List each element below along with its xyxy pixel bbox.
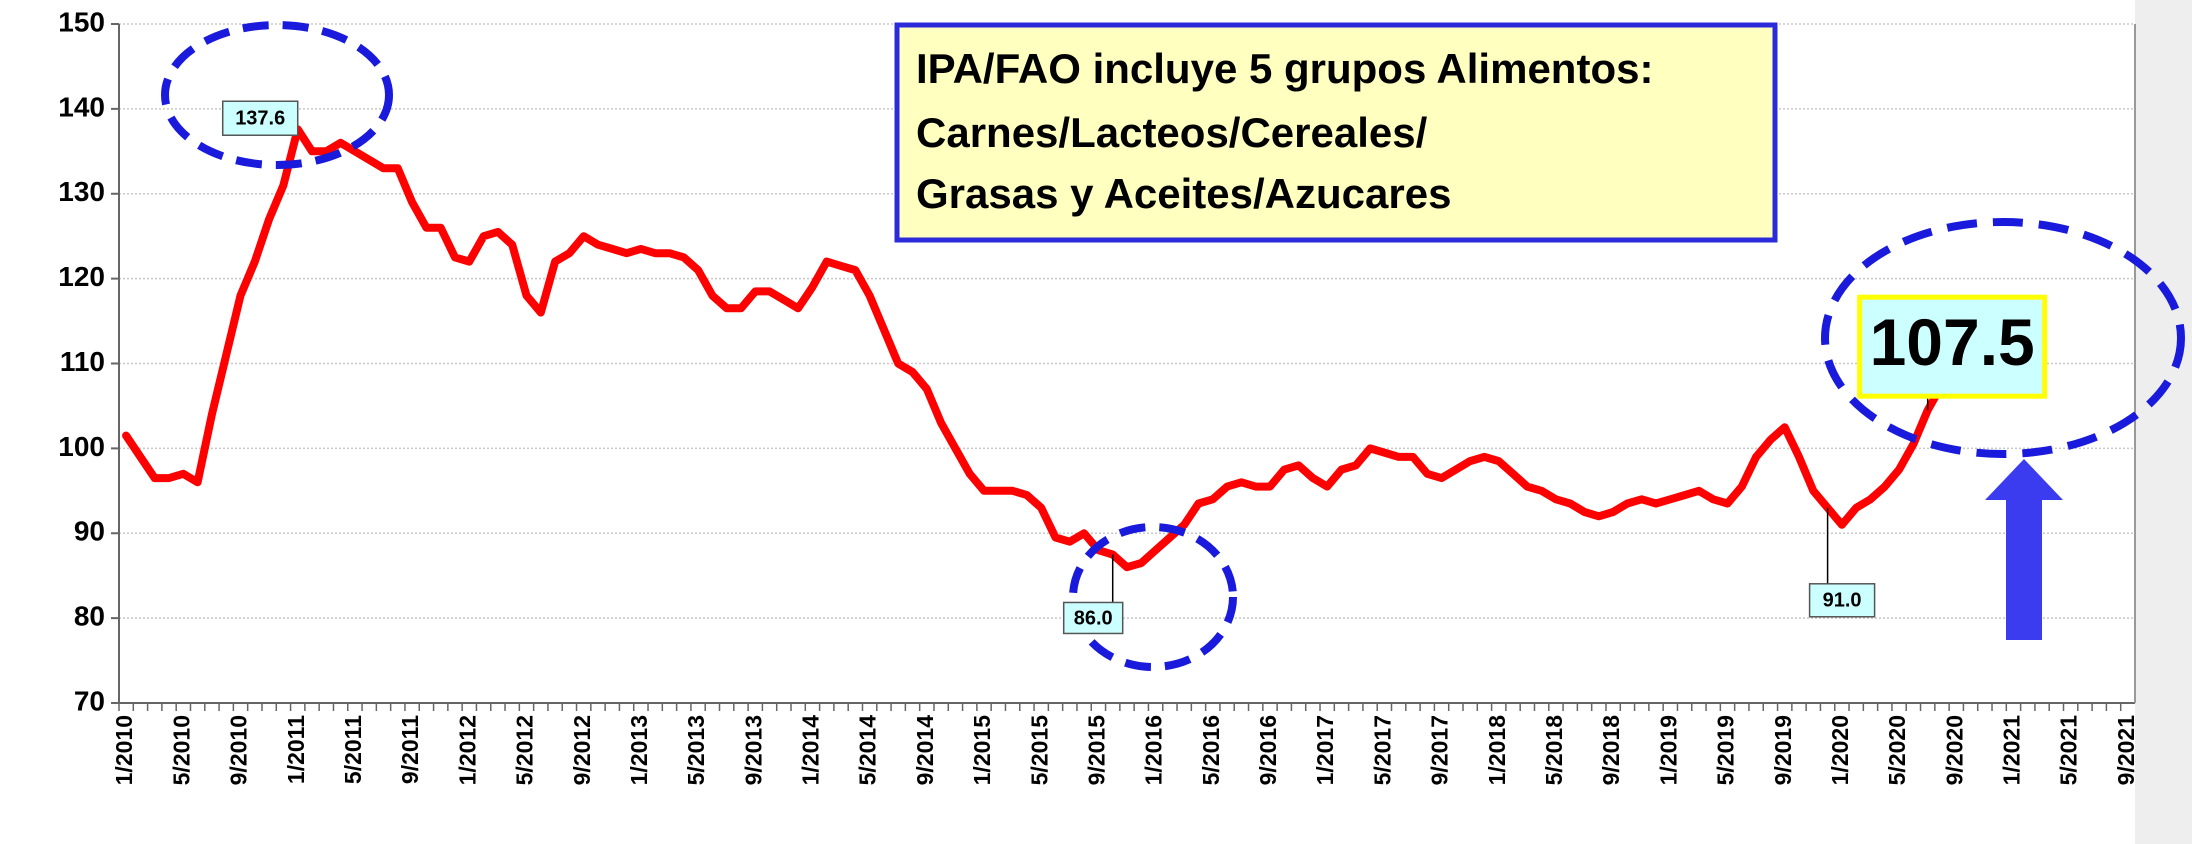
y-tick-label: 130 (58, 176, 105, 207)
x-tick-label: 9/2020 (1941, 715, 1967, 785)
y-tick-label: 110 (60, 346, 105, 377)
x-tick-label: 1/2013 (626, 715, 652, 785)
up-arrow (1985, 459, 2063, 640)
data-label: 86.0 (1074, 607, 1113, 629)
x-tick-label: 9/2019 (1770, 715, 1796, 785)
x-tick-label: 9/2014 (912, 715, 938, 786)
highlight-ellipse (161, 21, 393, 169)
x-tick-label: 1/2015 (969, 715, 995, 786)
y-tick-label: 120 (58, 261, 105, 292)
x-tick-label: 5/2021 (2056, 715, 2082, 786)
data-label: 107.5 (1870, 305, 2035, 379)
data-label: 137.6 (235, 108, 285, 130)
x-tick-label: 1/2018 (1484, 715, 1510, 786)
x-tick-label: 5/2015 (1026, 715, 1052, 786)
x-tick-label: 9/2018 (1598, 715, 1624, 786)
data-label-box (1062, 601, 1124, 635)
x-tick-label: 5/2018 (1541, 715, 1567, 786)
x-tick-label: 5/2014 (855, 715, 881, 786)
y-tick-label: 100 (58, 431, 105, 462)
x-tick-label: 9/2021 (2113, 715, 2139, 786)
x-tick-label: 5/2010 (168, 715, 194, 785)
annotation-text: Carnes/Lacteos/Cereales/ (916, 109, 1428, 156)
x-tick-label: 9/2016 (1255, 715, 1281, 785)
decorations (161, 21, 2185, 671)
x-tick-label: 1/2014 (798, 715, 824, 786)
series-line (122, 125, 1946, 572)
x-tick-label: 9/2015 (1083, 715, 1109, 786)
x-tick-label: 5/2016 (1198, 715, 1224, 785)
x-tick-label: 5/2017 (1369, 715, 1395, 785)
data-label: 91.0 (1823, 590, 1862, 612)
x-tick-label: 1/2017 (1312, 715, 1338, 785)
x-tick-label: 1/2012 (454, 715, 480, 785)
x-tick-label: 5/2019 (1713, 715, 1739, 785)
highlight-ellipse (1821, 218, 2185, 458)
x-tick-label: 9/2017 (1427, 715, 1453, 785)
x-tick-label: 9/2011 (397, 715, 423, 784)
x-tick-label: 1/2010 (111, 715, 137, 785)
x-tick-label: 1/2019 (1655, 715, 1681, 785)
y-tick-label: 80 (74, 601, 105, 632)
y-tick-label: 90 (74, 516, 105, 547)
highlight-ellipse (1069, 523, 1237, 671)
annotation-text: Grasas y Aceites/Azucares (916, 170, 1451, 217)
annotation-text: IPA/FAO incluye 5 grupos Alimentos: (916, 45, 1653, 92)
text-box (894, 22, 1778, 243)
x-tick-label: 5/2013 (683, 715, 709, 785)
annotation-box: IPA/FAO incluye 5 grupos Alimentos: Carn… (894, 22, 1778, 243)
x-tick-label: 1/2016 (1141, 715, 1167, 785)
y-tick-label: 70 (74, 685, 105, 716)
x-tick-label: 5/2020 (1884, 715, 1910, 785)
x-tick-label: 9/2012 (569, 715, 595, 785)
side-panel (2135, 0, 2192, 844)
x-tick-label: 1/2020 (1827, 715, 1853, 785)
x-tick-label: 9/2010 (226, 715, 252, 785)
data-label-box (221, 100, 299, 136)
data-labels: 137.6 86.0 91.0 107.5 (221, 100, 2048, 635)
x-tick-label: 1/2011 (283, 715, 309, 784)
y-tick-label: 150 (58, 6, 105, 37)
data-label-box (1857, 294, 2048, 399)
x-tick-label: 1/2021 (1999, 715, 2025, 786)
x-tick-label: 5/2012 (512, 715, 538, 785)
data-label-box (1808, 583, 1876, 618)
x-tick-label: 5/2011 (340, 715, 366, 784)
y-tick-label: 140 (58, 91, 105, 122)
x-tick-label: 9/2013 (740, 715, 766, 785)
